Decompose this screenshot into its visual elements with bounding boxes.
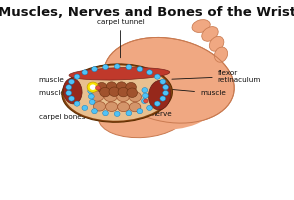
Circle shape: [66, 85, 72, 90]
Circle shape: [90, 84, 96, 90]
Circle shape: [141, 98, 147, 104]
Circle shape: [154, 101, 160, 106]
Circle shape: [87, 82, 98, 92]
Ellipse shape: [129, 102, 141, 112]
Circle shape: [82, 70, 88, 75]
Circle shape: [103, 65, 108, 70]
Circle shape: [126, 82, 136, 92]
Ellipse shape: [209, 36, 224, 51]
Ellipse shape: [214, 47, 228, 62]
Circle shape: [82, 105, 88, 110]
Ellipse shape: [64, 65, 170, 121]
Circle shape: [96, 82, 107, 92]
Ellipse shape: [202, 27, 218, 41]
Circle shape: [74, 101, 80, 106]
Text: nerve: nerve: [136, 107, 172, 117]
Circle shape: [144, 99, 148, 103]
Ellipse shape: [62, 64, 172, 122]
Circle shape: [116, 82, 127, 91]
Circle shape: [118, 87, 129, 97]
Ellipse shape: [101, 70, 215, 130]
Text: muscle: muscle: [39, 77, 71, 87]
Ellipse shape: [104, 37, 234, 123]
Circle shape: [109, 87, 120, 96]
Ellipse shape: [119, 40, 228, 113]
Ellipse shape: [117, 91, 130, 102]
Circle shape: [92, 67, 97, 72]
Circle shape: [154, 74, 160, 79]
Circle shape: [66, 90, 72, 96]
Circle shape: [114, 111, 120, 116]
Text: carpel tunnel: carpel tunnel: [97, 19, 144, 58]
Ellipse shape: [91, 91, 104, 101]
Text: muscle tendons: muscle tendons: [39, 90, 96, 96]
Circle shape: [69, 79, 74, 84]
Ellipse shape: [118, 102, 130, 112]
Ellipse shape: [192, 20, 210, 32]
Circle shape: [103, 111, 108, 116]
Circle shape: [127, 88, 138, 97]
Circle shape: [126, 65, 132, 70]
Ellipse shape: [93, 102, 106, 111]
Circle shape: [69, 96, 74, 101]
Circle shape: [88, 94, 94, 99]
Circle shape: [92, 109, 97, 114]
Ellipse shape: [98, 94, 187, 138]
Circle shape: [143, 93, 148, 98]
Circle shape: [126, 111, 132, 116]
Circle shape: [147, 70, 152, 75]
Ellipse shape: [129, 92, 141, 102]
Ellipse shape: [106, 102, 118, 111]
Circle shape: [147, 105, 152, 110]
Circle shape: [88, 89, 93, 94]
Ellipse shape: [63, 78, 82, 104]
Circle shape: [114, 64, 120, 69]
Circle shape: [74, 74, 80, 79]
Circle shape: [142, 88, 148, 93]
Circle shape: [163, 85, 168, 90]
Circle shape: [96, 86, 100, 90]
Text: carpel bones: carpel bones: [39, 106, 85, 120]
Circle shape: [106, 82, 117, 91]
Circle shape: [160, 96, 166, 101]
Text: flexor
retinaculum: flexor retinaculum: [172, 70, 261, 83]
Circle shape: [137, 109, 143, 114]
Circle shape: [160, 79, 166, 84]
Ellipse shape: [69, 67, 170, 80]
Text: muscle: muscle: [171, 89, 226, 96]
Ellipse shape: [104, 91, 117, 102]
Circle shape: [89, 99, 95, 105]
Circle shape: [137, 67, 143, 72]
Text: Muscles, Nerves and Bones of the Wrist: Muscles, Nerves and Bones of the Wrist: [0, 6, 294, 19]
Circle shape: [100, 87, 110, 97]
Ellipse shape: [148, 80, 171, 110]
Circle shape: [163, 90, 168, 96]
